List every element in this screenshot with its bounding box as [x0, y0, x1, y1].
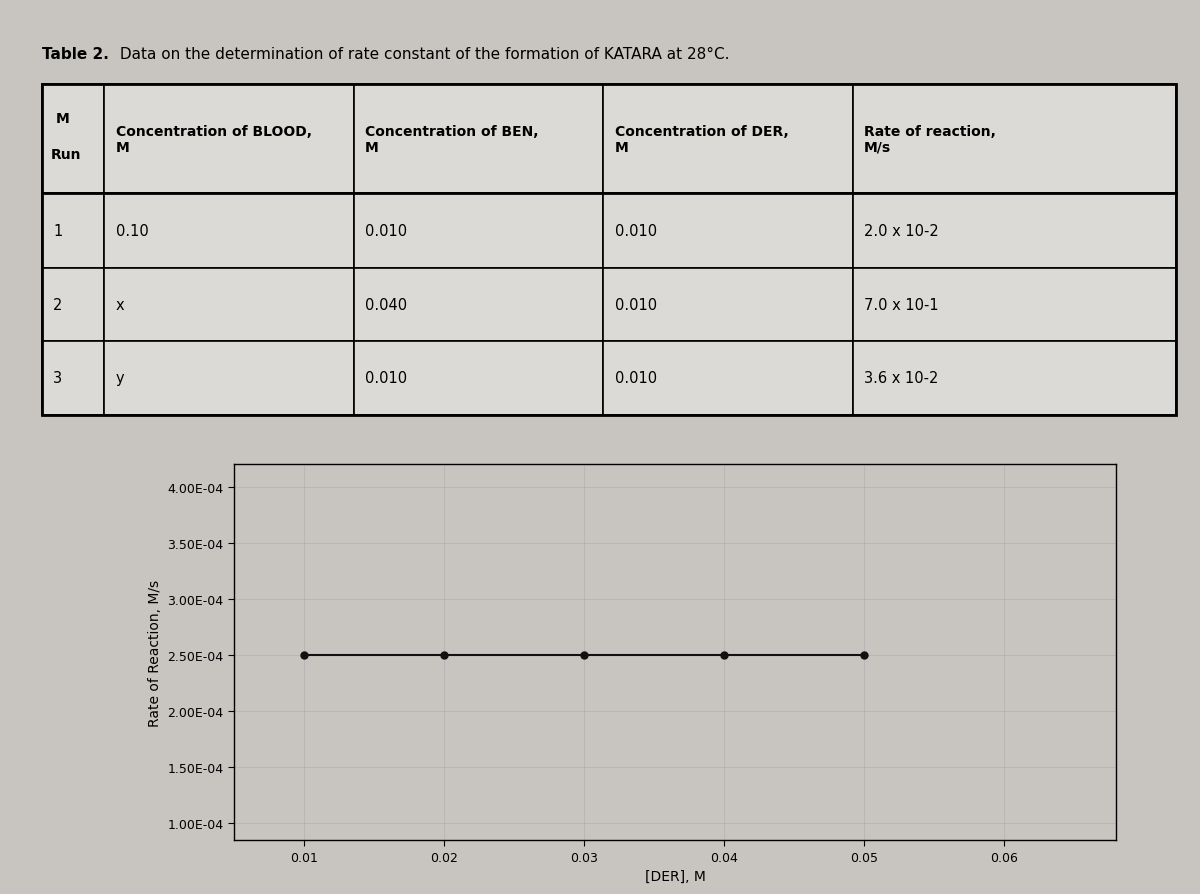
- Bar: [104, 194, 354, 268]
- Bar: [604, 268, 853, 342]
- Text: 2: 2: [53, 298, 62, 312]
- Bar: [853, 342, 1176, 416]
- Bar: [354, 194, 604, 268]
- Bar: [104, 85, 354, 194]
- Text: 0.010: 0.010: [365, 371, 407, 386]
- Text: 0.010: 0.010: [614, 224, 656, 239]
- Bar: [853, 194, 1176, 268]
- Text: 0.010: 0.010: [614, 371, 656, 386]
- Bar: [354, 342, 604, 416]
- Text: Data on the determination of rate constant of the formation of KATARA at 28°C.: Data on the determination of rate consta…: [115, 47, 730, 62]
- Text: 0.10: 0.10: [115, 224, 149, 239]
- Bar: [853, 85, 1176, 194]
- Bar: [42, 342, 104, 416]
- Text: Rate of reaction,
M/s: Rate of reaction, M/s: [864, 124, 996, 155]
- Bar: [354, 194, 604, 268]
- Text: 1: 1: [53, 224, 62, 239]
- Text: Concentration of DER,
M: Concentration of DER, M: [614, 124, 788, 155]
- Bar: [604, 342, 853, 416]
- Bar: [604, 268, 853, 342]
- Bar: [104, 268, 354, 342]
- Text: 0.010: 0.010: [365, 224, 407, 239]
- Bar: [853, 268, 1176, 342]
- Text: Table 2.: Table 2.: [42, 47, 109, 62]
- Bar: [104, 268, 354, 342]
- Text: 0.040: 0.040: [365, 298, 407, 312]
- Bar: [354, 268, 604, 342]
- Bar: [604, 342, 853, 416]
- Bar: [104, 194, 354, 268]
- Text: Concentration of BEN,
M: Concentration of BEN, M: [365, 124, 539, 155]
- Text: y: y: [115, 371, 125, 386]
- Bar: [42, 342, 104, 416]
- Text: 3.6 x 10-2: 3.6 x 10-2: [864, 371, 938, 386]
- X-axis label: [DER], M: [DER], M: [644, 869, 706, 883]
- Bar: [104, 85, 354, 194]
- Bar: [604, 85, 853, 194]
- Bar: [42, 194, 104, 268]
- Bar: [42, 268, 104, 342]
- Text: Concentration of BLOOD,
M: Concentration of BLOOD, M: [115, 124, 312, 155]
- Text: x: x: [115, 298, 125, 312]
- Bar: [853, 85, 1176, 194]
- Bar: [853, 194, 1176, 268]
- Bar: [42, 268, 104, 342]
- Bar: [853, 268, 1176, 342]
- Text: M: M: [55, 113, 70, 126]
- Text: 2.0 x 10-2: 2.0 x 10-2: [864, 224, 938, 239]
- Bar: [354, 342, 604, 416]
- Bar: [104, 342, 354, 416]
- Y-axis label: Rate of Reaction, M/s: Rate of Reaction, M/s: [148, 579, 162, 726]
- Text: 0.010: 0.010: [614, 298, 656, 312]
- Bar: [354, 268, 604, 342]
- Text: 7.0 x 10-1: 7.0 x 10-1: [864, 298, 938, 312]
- Bar: [104, 342, 354, 416]
- Bar: [604, 194, 853, 268]
- Bar: [42, 85, 104, 194]
- Bar: [604, 194, 853, 268]
- Bar: [354, 85, 604, 194]
- Text: 3: 3: [53, 371, 62, 386]
- Text: Run: Run: [52, 148, 82, 162]
- Bar: [853, 342, 1176, 416]
- Bar: [42, 85, 104, 194]
- Bar: [42, 194, 104, 268]
- Bar: [604, 85, 853, 194]
- Bar: [354, 85, 604, 194]
